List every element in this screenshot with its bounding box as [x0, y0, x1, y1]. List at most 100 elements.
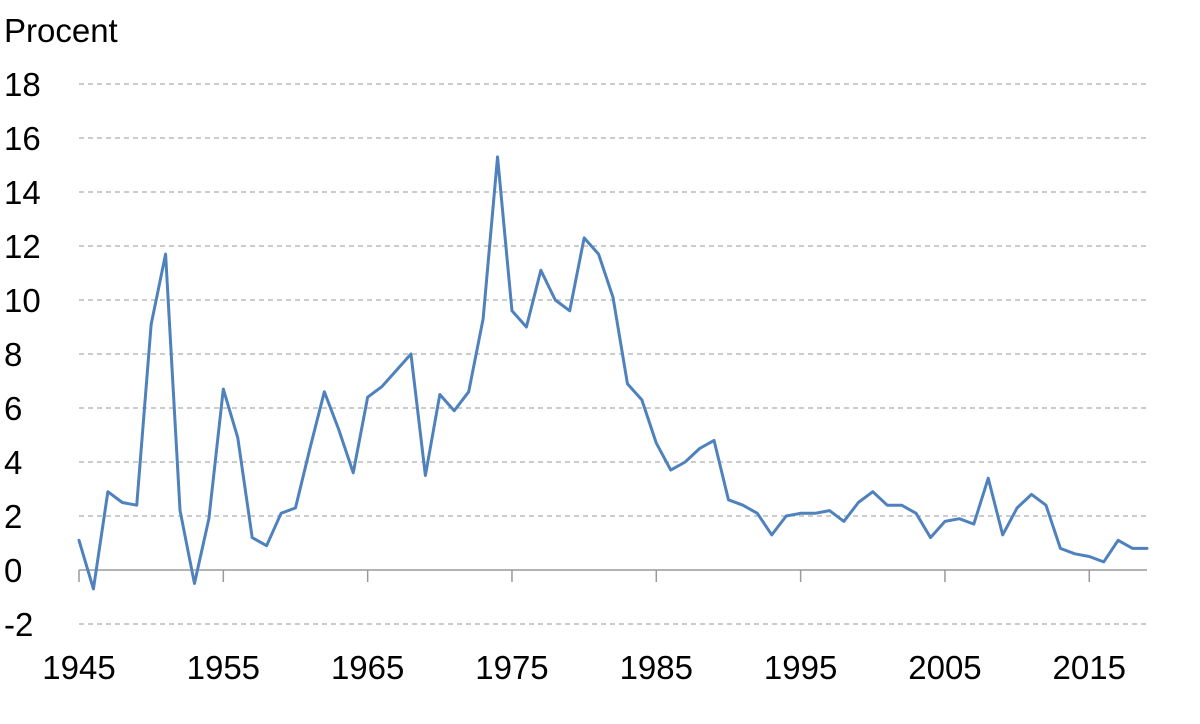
- data-point: [75, 536, 83, 544]
- data-point: [854, 499, 862, 507]
- data-point: [970, 520, 978, 528]
- data-point: [205, 515, 213, 523]
- data-point: [176, 507, 184, 515]
- y-tick-label: 16: [4, 120, 41, 157]
- data-point: [436, 391, 444, 399]
- data-point: [1013, 504, 1021, 512]
- data-point: [681, 458, 689, 466]
- data-point: [364, 393, 372, 401]
- x-tick-label: 1955: [187, 649, 260, 686]
- data-point: [219, 385, 227, 393]
- data-point: [479, 315, 487, 323]
- data-point: [652, 439, 660, 447]
- data-point: [753, 509, 761, 517]
- y-tick-label: 8: [4, 336, 22, 373]
- data-point: [825, 507, 833, 515]
- data-point: [623, 380, 631, 388]
- data-point: [609, 293, 617, 301]
- y-tick-label: 10: [4, 282, 41, 319]
- data-point: [89, 585, 97, 593]
- data-point: [797, 509, 805, 517]
- data-point: [1085, 553, 1093, 561]
- data-point: [291, 504, 299, 512]
- data-point: [580, 234, 588, 242]
- data-point: [739, 501, 747, 509]
- y-tick-label: 6: [4, 390, 22, 427]
- y-tick-label: 2: [4, 498, 22, 535]
- x-tick-label: 2005: [908, 649, 981, 686]
- data-point: [1143, 544, 1151, 552]
- data-point: [407, 350, 415, 358]
- data-point: [522, 323, 530, 331]
- data-point: [811, 509, 819, 517]
- data-point: [869, 488, 877, 496]
- y-axis-title: Procent: [4, 12, 118, 49]
- x-tick-label: 2015: [1053, 649, 1126, 686]
- y-tick-label: 14: [4, 174, 41, 211]
- data-point: [450, 407, 458, 415]
- x-axis: 1945 1955 1965 1975 1985 1995 2005 2015: [42, 569, 1147, 686]
- data-point: [1071, 550, 1079, 558]
- data-point: [696, 445, 704, 453]
- data-point: [1042, 501, 1050, 509]
- data-point: [263, 542, 271, 550]
- data-point: [378, 382, 386, 390]
- data-point: [1028, 490, 1036, 498]
- data-point: [537, 266, 545, 274]
- data-point: [667, 466, 675, 474]
- data-point: [335, 426, 343, 434]
- data-point: [190, 580, 198, 588]
- data-point: [710, 436, 718, 444]
- data-point: [465, 388, 473, 396]
- data-point: [941, 517, 949, 525]
- data-point: [999, 531, 1007, 539]
- data-point: [1129, 544, 1137, 552]
- data-point: [883, 501, 891, 509]
- data-point: [638, 396, 646, 404]
- y-tick-label: 4: [4, 444, 22, 481]
- data-point: [133, 501, 141, 509]
- grid: [79, 83, 1147, 625]
- data-point: [1100, 558, 1108, 566]
- data-point: [912, 509, 920, 517]
- data-point: [349, 469, 357, 477]
- data-point: [162, 250, 170, 258]
- data-point: [508, 307, 516, 315]
- data-point: [320, 388, 328, 396]
- data-point: [1114, 536, 1122, 544]
- x-tick-label: 1995: [764, 649, 837, 686]
- data-point: [234, 434, 242, 442]
- data-point: [147, 320, 155, 328]
- x-tick-label: 1965: [331, 649, 404, 686]
- data-point: [393, 366, 401, 374]
- data-point: [1056, 544, 1064, 552]
- data-point: [595, 250, 603, 258]
- data-point: [421, 472, 429, 480]
- data-point: [955, 515, 963, 523]
- data-point: [566, 307, 574, 315]
- x-tick-label: 1945: [42, 649, 115, 686]
- x-tick-label: 1975: [475, 649, 548, 686]
- data-point: [984, 474, 992, 482]
- y-tick-label: 12: [4, 228, 41, 265]
- data-point: [782, 512, 790, 520]
- data-point: [118, 499, 126, 507]
- data-point: [898, 501, 906, 509]
- data-point: [104, 488, 112, 496]
- y-axis: -2 0 2 4 6 8 10 12 14 16 18: [4, 66, 41, 643]
- data-point: [840, 517, 848, 525]
- data-point: [277, 509, 285, 517]
- y-tick-label: 0: [4, 552, 22, 589]
- series-line: [77, 155, 1149, 591]
- data-point: [306, 445, 314, 453]
- data-point: [927, 534, 935, 542]
- y-tick-label: -2: [4, 606, 33, 643]
- y-tick-label: 18: [4, 66, 41, 103]
- data-point: [248, 534, 256, 542]
- data-point: [768, 531, 776, 539]
- data-point: [551, 296, 559, 304]
- data-point: [494, 153, 502, 161]
- series-group: [75, 153, 1151, 593]
- x-tick-label: 1985: [620, 649, 693, 686]
